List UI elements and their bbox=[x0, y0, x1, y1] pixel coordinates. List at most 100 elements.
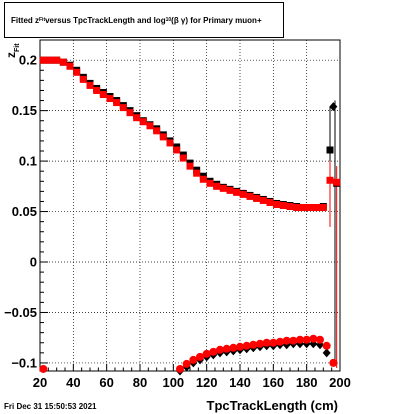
data-point-circle bbox=[309, 334, 318, 343]
y-axis-label: z Fit bbox=[4, 43, 21, 58]
data-point-circle bbox=[282, 336, 291, 345]
x-tick-label: 80 bbox=[133, 375, 147, 390]
data-markers bbox=[39, 56, 341, 376]
data-point-square bbox=[59, 58, 67, 66]
x-tick-label: 200 bbox=[329, 375, 351, 390]
data-point-circle bbox=[302, 335, 311, 344]
data-point-diamond bbox=[329, 102, 338, 112]
data-point-square bbox=[113, 99, 121, 107]
data-point-square bbox=[259, 196, 267, 204]
svg-text:Fit: Fit bbox=[14, 43, 21, 52]
y-tick-label: 0 bbox=[30, 255, 37, 270]
data-point-circle bbox=[182, 359, 191, 368]
data-point-circle bbox=[189, 355, 198, 364]
data-point-square bbox=[286, 203, 294, 211]
data-point-square bbox=[266, 198, 274, 206]
data-point-square bbox=[133, 114, 141, 122]
data-point-square bbox=[79, 75, 87, 83]
data-point-circle bbox=[296, 335, 304, 344]
data-point-square bbox=[226, 186, 234, 194]
data-point-square bbox=[46, 56, 54, 64]
data-point-square bbox=[119, 104, 127, 112]
x-tick-label: 20 bbox=[33, 375, 47, 390]
axis-ticks: 20 40 60 80 100 120 140 160 180 200 −0.1 −0.05 0 0.05… bbox=[4, 53, 351, 390]
data-point-circle bbox=[229, 343, 238, 352]
data-point-square bbox=[179, 154, 187, 162]
data-point-square bbox=[306, 204, 314, 212]
x-axis-label: TpcTrackLength (cm) bbox=[207, 398, 338, 413]
data-point-square bbox=[273, 200, 281, 208]
data-point-square bbox=[166, 139, 174, 147]
x-tick-label: 160 bbox=[262, 375, 284, 390]
data-point-square bbox=[193, 169, 201, 177]
data-point-circle bbox=[242, 341, 251, 350]
data-point-circle bbox=[209, 347, 218, 356]
data-point-circle bbox=[202, 349, 211, 358]
data-point-square bbox=[159, 133, 167, 141]
y-tick-label: 0.05 bbox=[12, 204, 37, 219]
data-point-circle bbox=[249, 340, 258, 349]
data-point-square bbox=[326, 146, 334, 154]
data-point-square bbox=[106, 95, 114, 103]
x-tick-label: 60 bbox=[99, 375, 113, 390]
data-point-square bbox=[246, 192, 254, 200]
y-tick-label: 0.15 bbox=[12, 103, 37, 118]
x-tick-label: 100 bbox=[162, 375, 184, 390]
y-tick-label: −0.05 bbox=[4, 305, 37, 320]
timestamp: Fri Dec 31 15:50:53 2021 bbox=[4, 402, 97, 411]
data-point-square bbox=[326, 176, 334, 184]
data-point-square bbox=[139, 118, 147, 126]
data-point-circle bbox=[276, 337, 284, 346]
data-point-square bbox=[313, 204, 321, 212]
data-point-square bbox=[293, 204, 301, 212]
data-point-circle bbox=[256, 339, 264, 348]
data-point-square bbox=[233, 188, 241, 196]
data-point-square bbox=[333, 178, 341, 186]
svg-text:z: z bbox=[4, 52, 18, 58]
y-tick-label: 0.2 bbox=[19, 53, 37, 68]
chart-title: Fitted z Fit versus TpcTrackLength and l… bbox=[4, 2, 284, 38]
data-point-square bbox=[93, 86, 101, 94]
data-point-circle bbox=[216, 345, 224, 354]
data-point-square bbox=[279, 202, 287, 209]
data-point-square bbox=[66, 62, 74, 70]
data-point-circle bbox=[322, 341, 331, 350]
title-suffix: (β γ) for Primary muon+ bbox=[171, 15, 262, 25]
data-point-square bbox=[173, 146, 181, 154]
data-point-circle bbox=[196, 352, 204, 361]
data-point-circle bbox=[262, 338, 271, 347]
data-point-square bbox=[199, 175, 207, 183]
title-middle: versus TpcTrackLength and log bbox=[45, 15, 166, 25]
title-prefix: Fitted z bbox=[11, 15, 39, 25]
data-point-square bbox=[126, 109, 134, 117]
data-point-circle bbox=[39, 364, 48, 373]
data-point-square bbox=[186, 162, 194, 170]
x-tick-label: 140 bbox=[229, 375, 251, 390]
data-point-circle bbox=[269, 338, 278, 347]
data-point-square bbox=[253, 194, 261, 202]
data-point-square bbox=[86, 81, 94, 89]
data-point-square bbox=[219, 184, 227, 192]
x-tick-label: 180 bbox=[296, 375, 318, 390]
x-tick-label: 40 bbox=[66, 375, 80, 390]
error-bars bbox=[329, 100, 338, 368]
data-point-square bbox=[239, 190, 247, 198]
data-point-square bbox=[39, 56, 47, 64]
data-point-diamond bbox=[322, 348, 331, 358]
y-tick-label: 0.1 bbox=[19, 154, 37, 169]
data-point-square bbox=[299, 204, 307, 212]
data-point-square bbox=[146, 122, 154, 130]
data-point-circle bbox=[316, 335, 324, 344]
x-tick-label: 120 bbox=[196, 375, 218, 390]
data-point-circle bbox=[329, 358, 338, 367]
data-point-square bbox=[53, 56, 61, 64]
data-point-circle bbox=[236, 342, 244, 351]
data-point-square bbox=[213, 182, 221, 190]
title-sub-10: 10 bbox=[165, 17, 172, 23]
data-point-square bbox=[73, 68, 81, 76]
y-tick-label: −0.1 bbox=[11, 355, 37, 370]
data-point-square bbox=[99, 90, 107, 98]
data-point-square bbox=[206, 179, 214, 187]
title-sub-fit: Fit bbox=[39, 17, 46, 23]
